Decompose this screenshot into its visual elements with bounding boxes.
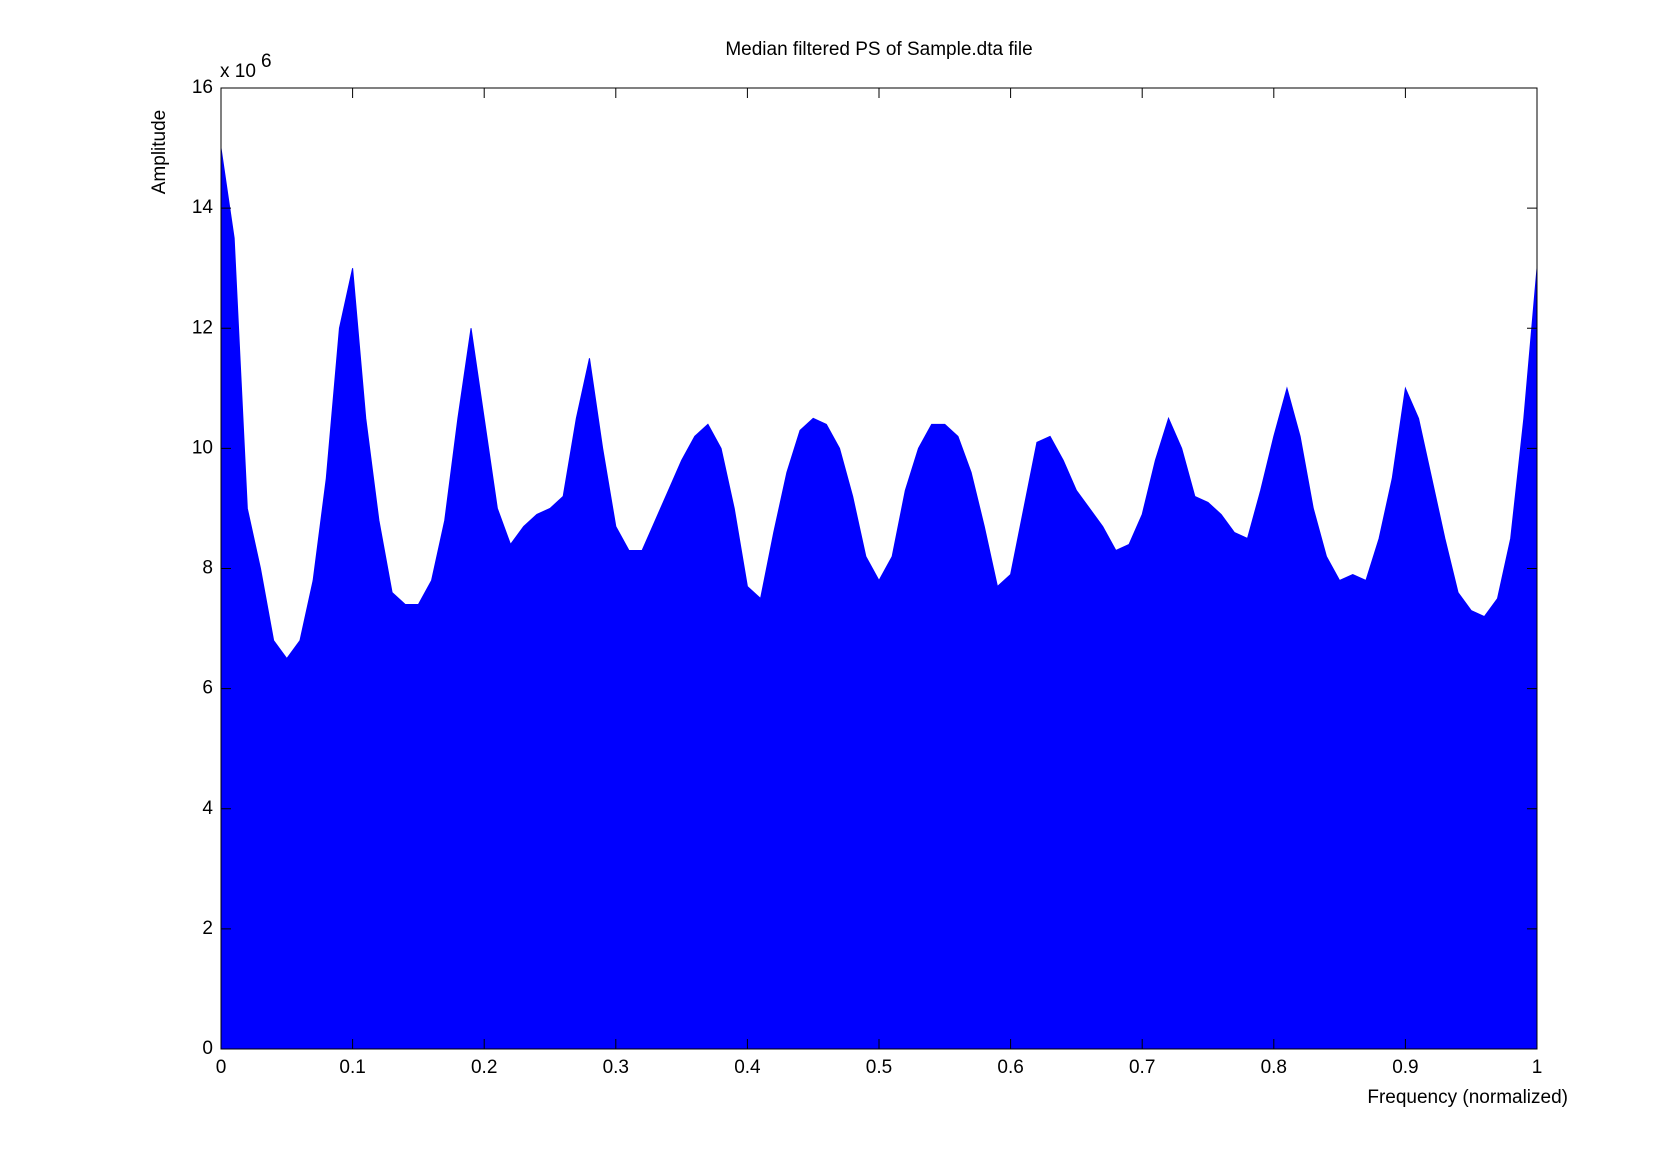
x-tick-label: 0.8: [1261, 1057, 1287, 1078]
y-tick-label: 12: [192, 317, 213, 338]
y-tick-label: 14: [192, 197, 214, 218]
x-tick-label: 0.4: [734, 1057, 761, 1078]
x-tick-label: 0.2: [471, 1057, 497, 1078]
x-tick-label: 0.9: [1392, 1057, 1418, 1078]
y-tick-label: 10: [192, 437, 213, 458]
x-tick-label: 0.6: [997, 1057, 1023, 1078]
y-tick-label: 2: [202, 918, 213, 939]
y-tick-label: 4: [202, 798, 213, 819]
y-tick-label: 0: [202, 1038, 213, 1059]
y-tick-label: 8: [202, 558, 213, 579]
chart-title: Median filtered PS of Sample.dta file: [725, 39, 1032, 60]
y-multiplier: x 10: [220, 61, 256, 82]
y-tick-label: 6: [202, 678, 213, 699]
x-tick-label: 0.5: [866, 1057, 892, 1078]
x-tick-label: 0: [216, 1057, 227, 1078]
x-tick-label: 0.3: [603, 1057, 629, 1078]
y-tick-label: 16: [192, 77, 213, 98]
y-multiplier-exponent: 6: [261, 51, 272, 72]
x-tick-label: 1: [1532, 1057, 1543, 1078]
y-axis-label: Amplitude: [149, 110, 170, 195]
x-tick-label: 0.1: [339, 1057, 365, 1078]
x-axis-label: Frequency (normalized): [1367, 1087, 1568, 1108]
area: [220, 147, 1538, 1050]
x-tick-label: 0.7: [1129, 1057, 1155, 1078]
